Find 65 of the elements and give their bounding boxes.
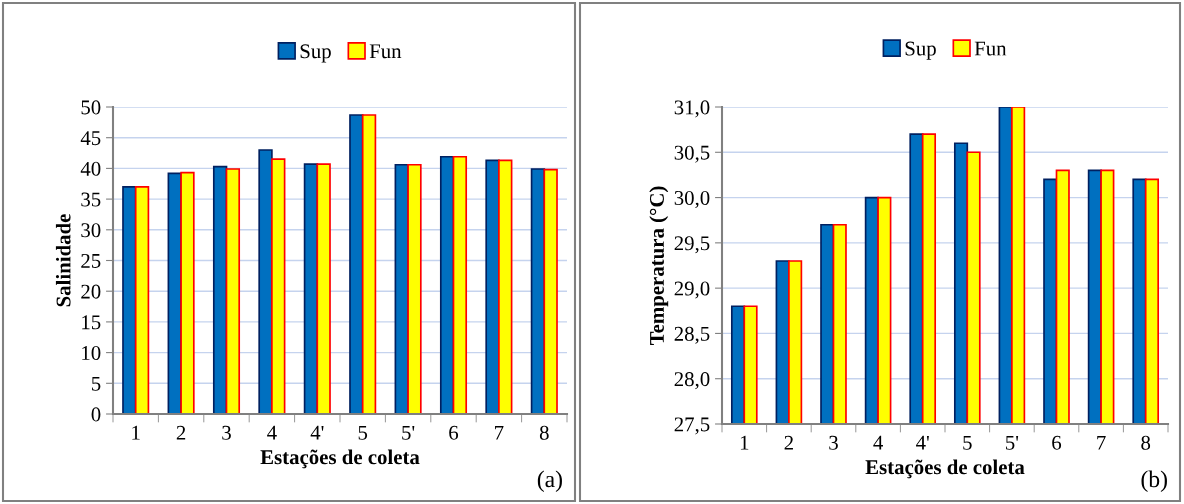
bar	[180, 171, 195, 414]
x-tick-label: 4	[873, 435, 883, 450]
bar	[225, 168, 241, 414]
x-tick-label: 8	[539, 425, 549, 440]
y-tick-label: 0	[91, 407, 101, 422]
bar	[498, 159, 513, 414]
bar	[271, 158, 286, 414]
bar	[439, 155, 455, 414]
legend-label: Sup	[905, 41, 936, 60]
y-tick-label: 31,0	[674, 100, 710, 118]
legend-label: Fun	[974, 41, 1007, 56]
legend-label: Fun	[369, 44, 402, 59]
y-tick-label: 28,5	[674, 326, 710, 344]
x-tick-label: 2	[784, 435, 793, 450]
y-tick-label: 29,0	[674, 281, 710, 299]
bar	[349, 114, 364, 414]
x-tick-label: 4'	[916, 435, 929, 450]
y-tick-label: 20	[81, 284, 101, 299]
y-tick-label: 35	[81, 192, 101, 207]
y-tick-label: 40	[80, 161, 101, 176]
bar	[122, 185, 137, 414]
bar	[316, 163, 331, 414]
x-tick-label: 6	[449, 425, 459, 440]
y-tick-label: 30,5	[674, 145, 710, 163]
text: (b)	[1141, 470, 1167, 492]
bar	[543, 168, 558, 414]
bar	[258, 149, 273, 414]
x-tick-label: 1	[740, 435, 749, 450]
y-axis-title: Salinidade	[55, 214, 71, 307]
x-tick-label: 7	[495, 425, 504, 440]
y-tick-label: 30,0	[674, 190, 710, 208]
x-tick-label: 4'	[310, 425, 324, 440]
bar	[212, 165, 228, 414]
y-axis-title: Temperatura (°C)	[649, 186, 669, 346]
x-axis-title: Estações de coleta	[260, 449, 420, 469]
x-tick-label: 5'	[402, 425, 415, 440]
bar	[452, 155, 468, 414]
x-tick-label: 5'	[1006, 435, 1019, 450]
x-tick-label: 3	[222, 425, 231, 440]
x-tick-label: 4	[267, 425, 277, 440]
y-tick-label: 27,5	[674, 417, 710, 435]
x-tick-label: 2	[176, 425, 186, 440]
x-tick-label: 6	[1052, 435, 1062, 450]
y-tick-label: 10	[82, 345, 101, 361]
x-tick-label: 3	[829, 435, 838, 450]
x-tick-label: 5	[358, 425, 368, 440]
x-tick-label: 8	[1141, 435, 1151, 450]
y-tick-label: 28,0	[674, 372, 710, 390]
text: (a)	[537, 470, 562, 492]
y-tick-label: 5	[91, 376, 101, 391]
bar	[361, 114, 377, 414]
x-axis-title: Estações de coleta	[865, 459, 1025, 479]
y-tick-label: 15	[82, 315, 101, 330]
y-tick-label: 29,5	[674, 236, 710, 254]
x-tick-label: 7	[1097, 435, 1106, 450]
bar	[485, 159, 500, 414]
legend-label: Sup	[300, 44, 331, 63]
y-tick-label: 45	[80, 131, 101, 146]
x-tick-label: 5	[963, 435, 972, 450]
x-tick-label: 1	[132, 425, 140, 440]
y-tick-label: 25	[81, 253, 101, 268]
bar	[134, 185, 150, 414]
y-tick-label: 50	[81, 100, 101, 115]
bar	[407, 163, 422, 414]
y-tick-label: 30	[81, 223, 101, 238]
